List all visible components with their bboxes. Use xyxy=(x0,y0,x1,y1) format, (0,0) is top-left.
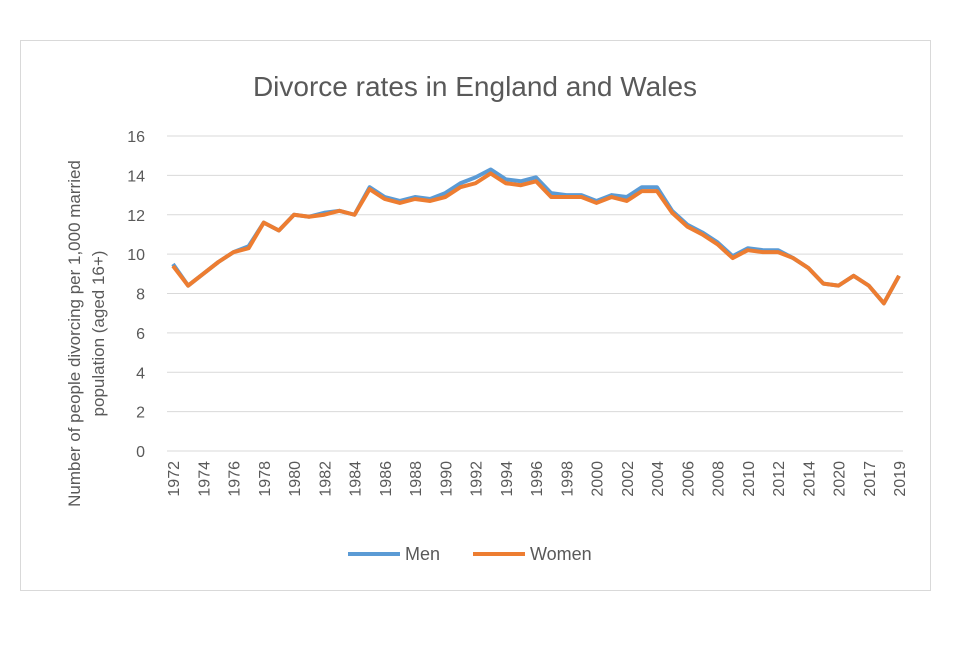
y-tick-label: 0 xyxy=(136,444,145,461)
y-tick-label: 4 xyxy=(136,365,145,382)
x-tick-label: 2014 xyxy=(801,461,818,497)
y-tick-label: 6 xyxy=(136,326,145,343)
y-tick-label: 10 xyxy=(127,247,145,264)
x-tick-label: 1992 xyxy=(469,461,486,497)
x-tick-label: 2000 xyxy=(590,461,607,497)
legend-label: Women xyxy=(530,544,592,564)
x-tick-label: 1996 xyxy=(529,461,546,497)
x-tick-label: 1974 xyxy=(196,461,213,497)
x-tick-label: 1998 xyxy=(559,461,576,497)
x-tick-label: 2008 xyxy=(711,461,728,497)
line-series xyxy=(171,171,901,306)
x-tick-label: 2006 xyxy=(680,461,697,497)
y-tick-label: 8 xyxy=(136,287,145,304)
y-axis-label: Number of people divorcing per 1,000 mar… xyxy=(65,160,108,507)
x-tick-label: 1982 xyxy=(317,461,334,497)
y-tick-label: 14 xyxy=(127,168,145,185)
x-tick-label: 1984 xyxy=(348,461,365,497)
x-tick-label: 1994 xyxy=(499,461,516,497)
x-tick-label: 1990 xyxy=(438,461,455,497)
chart-border xyxy=(20,40,931,591)
y-tick-label: 2 xyxy=(136,405,145,422)
x-tick-label: 1972 xyxy=(166,461,183,497)
x-tick-label: 2002 xyxy=(620,461,637,497)
x-tick-label: 2017 xyxy=(862,461,879,497)
y-tick-label: 16 xyxy=(127,129,145,146)
x-tick-label: 1978 xyxy=(257,461,274,497)
chart-title: Divorce rates in England and Wales xyxy=(253,71,697,102)
x-tick-label: 2004 xyxy=(650,461,667,497)
x-tick-label: 2012 xyxy=(771,461,788,497)
x-tick-label: 2020 xyxy=(832,461,849,497)
y-tick-label: 12 xyxy=(127,208,145,225)
x-tick-label: 1976 xyxy=(227,461,244,497)
x-tick-label: 1988 xyxy=(408,461,425,497)
legend-label: Men xyxy=(405,544,440,564)
x-tick-label: 2010 xyxy=(741,461,758,497)
x-tick-label: 1980 xyxy=(287,461,304,497)
x-tick-label: 2019 xyxy=(892,461,909,497)
x-tick-label: 1986 xyxy=(378,461,395,497)
